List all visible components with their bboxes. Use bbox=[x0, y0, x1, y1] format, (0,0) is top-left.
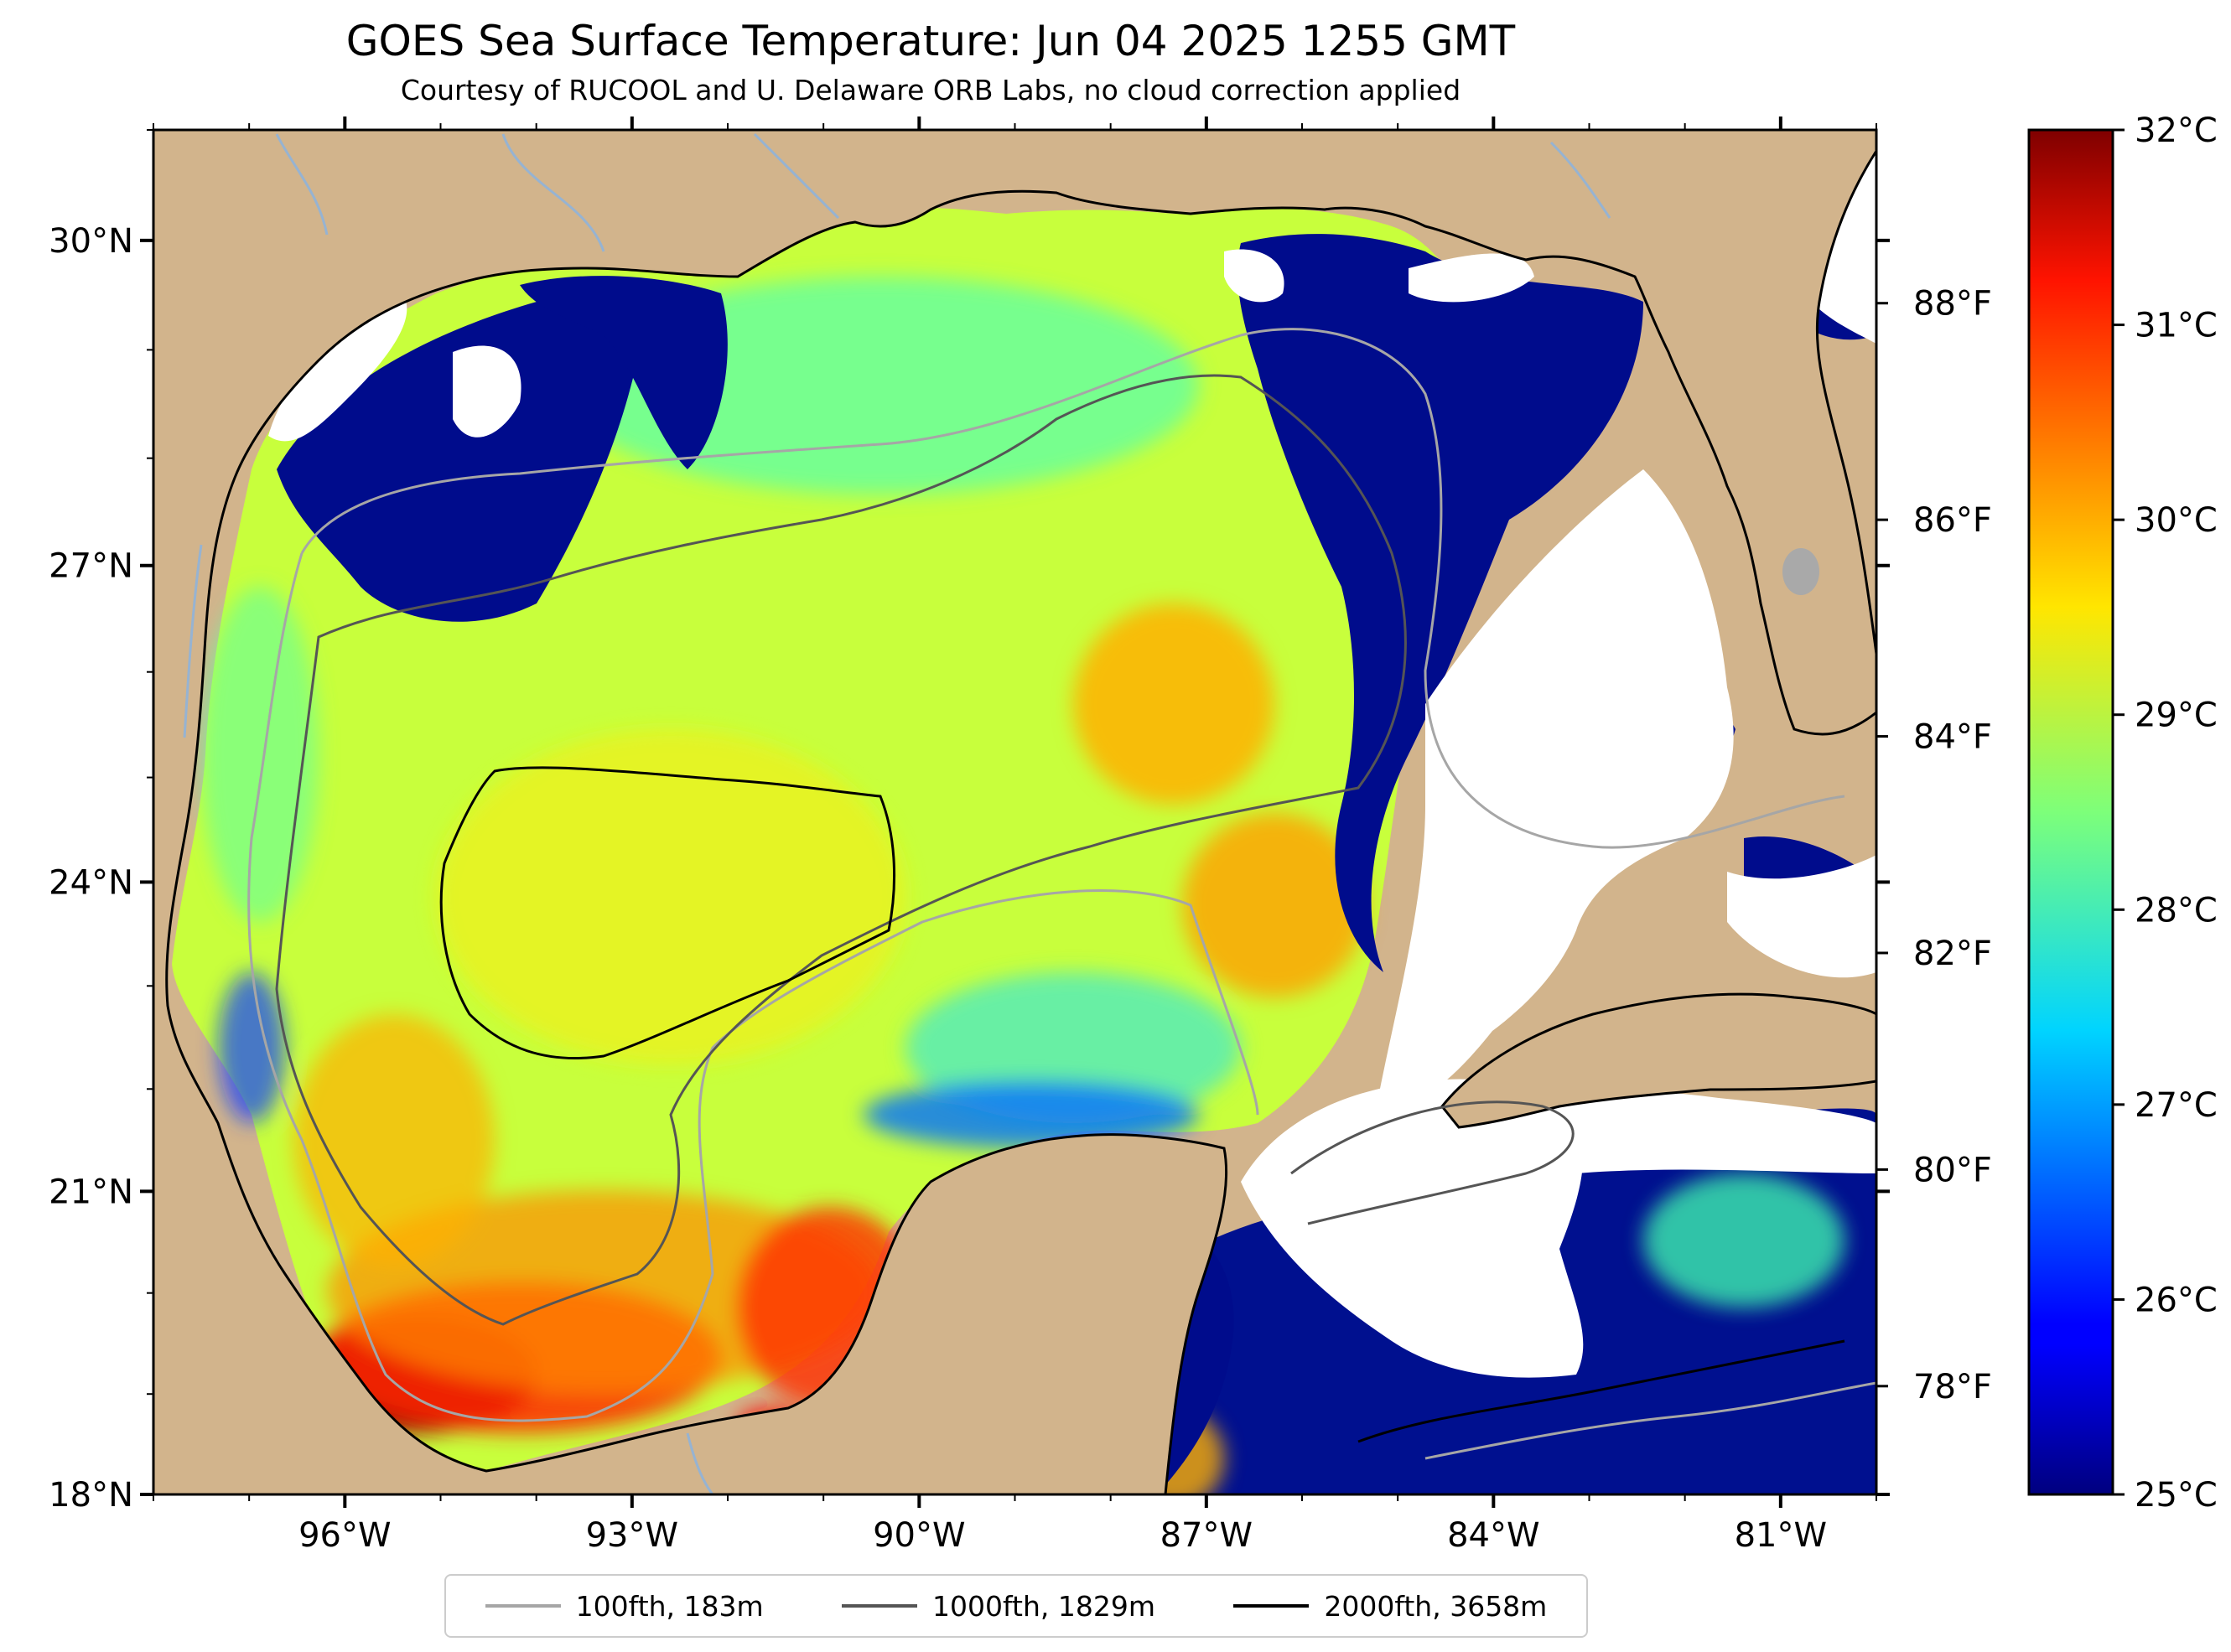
celsius-tick-label: 32°C bbox=[2135, 111, 2218, 150]
map-panel bbox=[153, 130, 1876, 1494]
legend-line-1000fth bbox=[842, 1604, 918, 1608]
legend-label-1000fth: 1000fth, 1829m bbox=[932, 1589, 1155, 1623]
axis-ticks: 96°W 93°W 90°W 87°W 84°W 81°W 30°N 27°N 24°N 21°N… bbox=[49, 117, 1890, 1555]
lon-tick-label: 96°W bbox=[298, 1516, 391, 1555]
legend-item-1000fth: 1000fth, 1829m bbox=[842, 1590, 1155, 1623]
yucatan-cyan-band bbox=[864, 1081, 1199, 1148]
lon-tick-label: 90°W bbox=[873, 1516, 965, 1555]
cuba-land bbox=[1440, 992, 1876, 1129]
map-subtitle: Courtesy of RUCOOL and U. Delaware ORB L… bbox=[400, 74, 1461, 106]
contour-yucatan-channel bbox=[1290, 1100, 1575, 1225]
lon-tick-label: 84°W bbox=[1447, 1516, 1539, 1555]
colorbar-ticks: 32°C 31°C 30°C 29°C 28°C 27°C 26°C 25°C bbox=[2113, 111, 2218, 1515]
louisiana-navy bbox=[520, 276, 728, 469]
west-shelf-cyan bbox=[201, 587, 319, 922]
central-gulf-yellow bbox=[436, 729, 905, 1064]
legend-item-2000fth: 2000fth, 3658m bbox=[1233, 1590, 1547, 1623]
river-2 bbox=[501, 133, 605, 252]
fahrenheit-tick-label: 82°F bbox=[1913, 935, 1992, 973]
contour-2000fth-sigsbee bbox=[439, 766, 896, 1059]
legend-item-100fth: 100fth, 183m bbox=[485, 1590, 764, 1623]
contour-100fth-west bbox=[247, 552, 1259, 1422]
fahrenheit-tick-label: 80°F bbox=[1913, 1151, 1992, 1189]
legend-line-100fth bbox=[485, 1604, 561, 1608]
lat-tick-label: 21°N bbox=[49, 1173, 133, 1211]
louisiana-white-1 bbox=[1224, 249, 1284, 303]
river-6 bbox=[686, 1432, 714, 1494]
fahrenheit-tick-label: 86°F bbox=[1913, 501, 1992, 540]
colorbar-gradient bbox=[2027, 128, 2114, 1496]
west-gulf-orange bbox=[293, 1014, 495, 1266]
celsius-tick-label: 31°C bbox=[2135, 307, 2218, 345]
fl-keys-white bbox=[1727, 855, 1876, 978]
contour-cayman-2 bbox=[1424, 1381, 1876, 1460]
contour-1000fth bbox=[275, 374, 1407, 1326]
fahrenheit-tick-label: 84°F bbox=[1913, 718, 1992, 757]
legend-line-2000fth bbox=[1233, 1604, 1310, 1608]
river-3 bbox=[753, 132, 840, 220]
contour-cayman bbox=[1357, 1339, 1845, 1443]
land-masses bbox=[153, 130, 1876, 1494]
river-4 bbox=[1549, 141, 1611, 219]
lat-tick-label: 27°N bbox=[49, 547, 133, 586]
loop-current-orange-south bbox=[1182, 813, 1367, 997]
lat-tick-label: 24°N bbox=[49, 863, 133, 902]
contour-100fth bbox=[300, 328, 1845, 849]
lat-tick-label: 18°N bbox=[49, 1476, 133, 1515]
celsius-tick-label: 27°C bbox=[2135, 1086, 2218, 1125]
legend-label-2000fth: 2000fth, 3658m bbox=[1324, 1589, 1548, 1623]
carib-cyan bbox=[1643, 1173, 1844, 1308]
bathymetry-contours bbox=[247, 328, 1876, 1460]
fahrenheit-axis: 88°F 86°F 84°F 82°F 80°F 78°F bbox=[1876, 285, 1992, 1406]
texas-shelf-navy bbox=[277, 290, 641, 622]
lon-tick-label: 81°W bbox=[1735, 1516, 1827, 1555]
contour-legend: 100fth, 183m 1000fth, 1829m 2000fth, 365… bbox=[444, 1574, 1588, 1638]
river-5 bbox=[183, 544, 203, 738]
fahrenheit-tick-label: 78°F bbox=[1913, 1368, 1992, 1406]
fahrenheit-tick-label: 88°F bbox=[1913, 285, 1992, 324]
celsius-tick-label: 28°C bbox=[2135, 891, 2218, 930]
celsius-tick-label: 29°C bbox=[2135, 697, 2218, 735]
sst-anomalies bbox=[201, 277, 1844, 1494]
lake-okeechobee bbox=[1782, 548, 1819, 595]
lat-tick-label: 30°N bbox=[49, 222, 133, 261]
lon-tick-label: 87°W bbox=[1160, 1516, 1253, 1555]
florida-shelf-navy bbox=[1237, 234, 1643, 973]
legend-label-100fth: 100fth, 183m bbox=[575, 1589, 764, 1623]
celsius-tick-label: 30°C bbox=[2135, 501, 2218, 540]
celsius-tick-label: 26°C bbox=[2135, 1281, 2218, 1319]
florida-bigbend-white bbox=[1409, 253, 1534, 303]
campeche-orange-band bbox=[327, 1190, 880, 1391]
rivers bbox=[183, 132, 1611, 1494]
river-1 bbox=[275, 133, 329, 236]
sabine-white bbox=[453, 345, 521, 438]
colorbar: 32°C 31°C 30°C 29°C 28°C 27°C 26°C 25°C bbox=[2027, 111, 2218, 1515]
west-cool-patch bbox=[218, 972, 285, 1123]
us-gulf-coast-land bbox=[153, 130, 1876, 1494]
celsius-tick-label: 25°C bbox=[2135, 1476, 2218, 1515]
lon-tick-label: 93°W bbox=[586, 1516, 678, 1555]
eastern-gulf-white bbox=[1375, 469, 1734, 1115]
map-title: GOES Sea Surface Temperature: Jun 04 202… bbox=[345, 17, 1516, 65]
texas-coast-white bbox=[268, 293, 407, 442]
loop-current-orange-north bbox=[1073, 603, 1274, 805]
